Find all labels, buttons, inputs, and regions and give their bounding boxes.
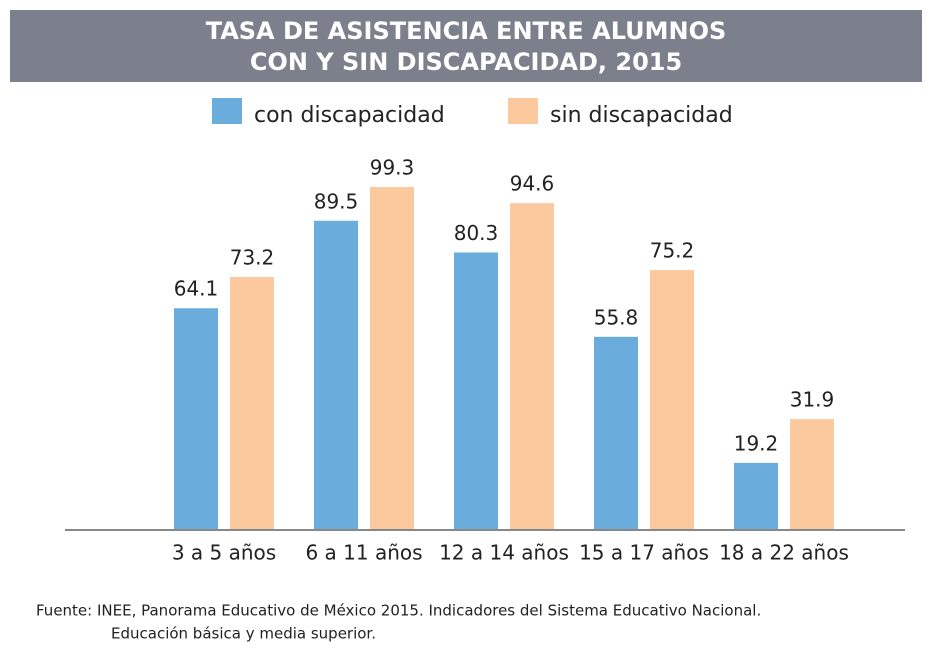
bar bbox=[510, 203, 554, 529]
legend-swatch bbox=[212, 98, 242, 124]
value-label: 80.3 bbox=[454, 221, 499, 245]
chart-title: TASA DE ASISTENCIA ENTRE ALUMNOS bbox=[206, 17, 727, 45]
x-tick-label: 12 a 14 años bbox=[439, 541, 569, 565]
value-label: 89.5 bbox=[314, 189, 359, 213]
legend-swatch bbox=[508, 98, 538, 124]
legend-label: con discapacidad bbox=[254, 103, 445, 128]
x-tick-label: 6 a 11 años bbox=[305, 541, 422, 565]
bar bbox=[594, 336, 638, 529]
value-label: 19.2 bbox=[734, 431, 779, 455]
value-label: 55.8 bbox=[594, 305, 639, 329]
bar bbox=[454, 252, 498, 530]
bar bbox=[650, 270, 694, 529]
bar bbox=[370, 187, 414, 529]
value-label: 75.2 bbox=[650, 239, 695, 263]
x-tick-label: 15 a 17 años bbox=[579, 541, 709, 565]
x-tick-label: 3 a 5 años bbox=[172, 541, 276, 565]
bar bbox=[230, 276, 274, 529]
value-label: 31.9 bbox=[790, 388, 835, 412]
legend-label: sin discapacidad bbox=[550, 103, 733, 128]
bar bbox=[790, 419, 834, 529]
value-label: 94.6 bbox=[510, 172, 555, 196]
source: Fuente: INEE, Panorama Educativo de Méxi… bbox=[36, 602, 761, 620]
bar bbox=[734, 462, 778, 529]
x-tick-label: 18 a 22 años bbox=[719, 541, 849, 565]
value-label: 99.3 bbox=[370, 156, 415, 180]
value-label: 64.1 bbox=[174, 277, 219, 301]
bar bbox=[174, 308, 218, 529]
bar bbox=[314, 220, 358, 529]
source: Educación básica y media superior. bbox=[111, 625, 376, 643]
title-band bbox=[10, 10, 922, 82]
value-label: 73.2 bbox=[230, 245, 275, 269]
chart-title: CON Y SIN DISCAPACIDAD, 2015 bbox=[250, 48, 682, 76]
